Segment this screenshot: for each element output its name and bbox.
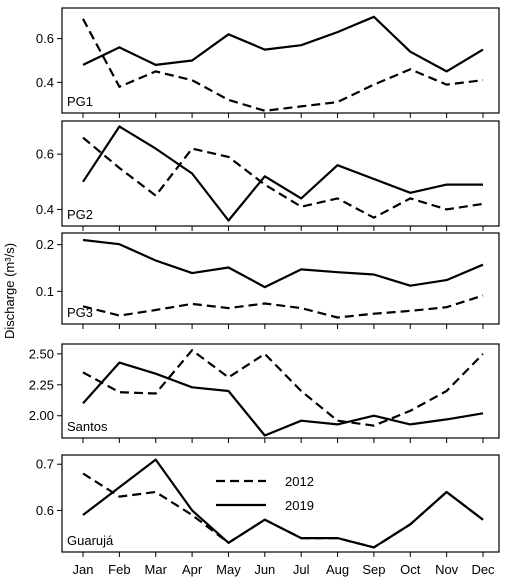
x-tick-label: Dec [471, 562, 495, 577]
panel-4: 2.00 2.25 2.50 Santos [29, 343, 500, 443]
panel-frame [61, 454, 500, 553]
panel-frame [61, 232, 500, 325]
panel-label: PG2 [67, 207, 93, 222]
legend-label-2012: 2012 [285, 474, 314, 489]
series-line-2012 [82, 472, 484, 549]
y-tick-label: 2.00 [29, 408, 54, 423]
x-tick-label: Aug [326, 562, 349, 577]
panel-3: 0.1 0.2 PG3 [36, 232, 500, 329]
panel-label: Guarujá [67, 533, 114, 548]
y-tick-label: 0.7 [36, 457, 54, 472]
series-line-2019 [82, 458, 484, 549]
x-tick-label: Sep [362, 562, 385, 577]
panel-label: Santos [67, 419, 108, 434]
series-line-2012 [82, 349, 484, 427]
y-tick-label: 0.4 [36, 202, 54, 217]
x-tick-label: Jun [254, 562, 275, 577]
x-tick-label: Jan [73, 562, 94, 577]
y-tick-label: 0.4 [36, 75, 54, 90]
legend: 2012 2019 [216, 474, 314, 513]
x-axis: Jan Feb Mar Apr May Jun Jul Aug Sep Oct Nov Dec [73, 562, 496, 577]
series-line-2019 [82, 361, 484, 437]
x-tick-label: Apr [182, 562, 203, 577]
x-tick-label: May [216, 562, 241, 577]
x-tick-label: Nov [435, 562, 459, 577]
series-line-2012 [82, 136, 484, 219]
panel-frame [61, 343, 500, 439]
panel-2: 0.4 0.6 PG2 [36, 120, 500, 231]
panel-frame [61, 7, 500, 114]
y-tick-label: 0.6 [36, 147, 54, 162]
legend-label-2019: 2019 [285, 498, 314, 513]
series-line-2019 [82, 238, 484, 289]
series-line-2019 [82, 15, 484, 73]
panel-label: PG1 [67, 94, 93, 109]
panel-1: 0.4 0.6 PG1 [36, 7, 500, 118]
y-tick-label: 2.25 [29, 377, 54, 392]
y-tick-label: 0.6 [36, 503, 54, 518]
panel-frame [61, 120, 500, 227]
x-tick-label: Feb [108, 562, 130, 577]
y-tick-label: 0.1 [36, 284, 54, 299]
series-line-2019 [82, 125, 483, 222]
x-tick-label: Oct [400, 562, 421, 577]
series-line-2012 [82, 18, 484, 112]
series-line-2012 [82, 294, 484, 319]
x-tick-label: Jul [293, 562, 310, 577]
panels: 0.4 0.6 PG1 0.4 0.6 PG2 0.1 0.2 PG3 2.00 2.25 2.50 S… [29, 7, 500, 557]
y-tick-label: 0.6 [36, 31, 54, 46]
panel-5: 0.6 0.7 Guarujá 2012 2019 [36, 454, 500, 557]
x-tick-label: Mar [145, 562, 168, 577]
y-axis-label: Discharge (m³/s) [2, 243, 17, 339]
y-tick-label: 0.2 [36, 237, 54, 252]
panel-label: PG3 [67, 305, 93, 320]
y-tick-label: 2.50 [29, 346, 54, 361]
